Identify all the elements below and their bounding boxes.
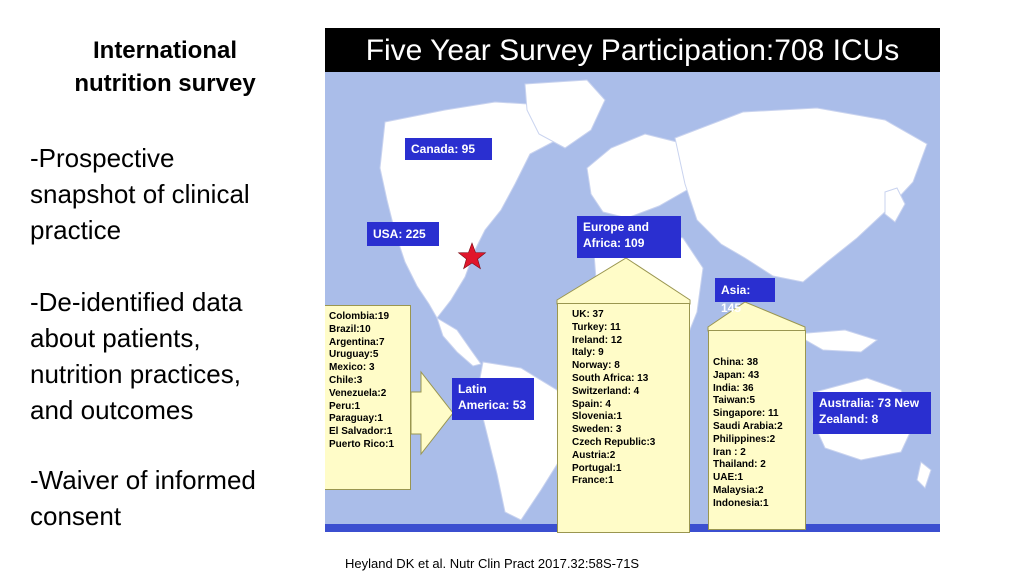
list-item: Argentina:7 [329, 336, 385, 348]
latin-label-line1: Latin [458, 382, 487, 396]
map-header-title: Five Year Survey Participation:708 ICUs [325, 28, 940, 72]
list-item: Venezuela:2 [329, 387, 387, 399]
australia-label-line1: Australia: 73 New [819, 396, 920, 410]
list-item: Norway: 8 [572, 360, 620, 372]
list-item: Sweden: 3 [572, 424, 622, 436]
australia-label: Australia: 73 New Zealand: 8 [813, 392, 931, 434]
star-marker-icon [457, 242, 487, 270]
bullet-deidentified: -De-identified data about patients, nutr… [30, 284, 310, 428]
bullet-line: and outcomes [30, 395, 194, 425]
list-item: Italy: 9 [572, 347, 604, 359]
list-item: Indonesia:1 [713, 497, 769, 509]
usa-label: USA: 225 [367, 222, 439, 246]
latin-america-arrow [410, 370, 454, 456]
central-america-landmass [436, 316, 482, 367]
list-item: China: 38 [713, 357, 759, 368]
list-item: Colombia:19 [329, 311, 390, 322]
europe-label-line2: Africa: 109 [583, 236, 645, 250]
bullet-line: consent [30, 501, 122, 531]
asia-callout: China: 38 Japan: 43 India: 36 Taiwan:5 S… [708, 330, 806, 530]
indonesia-landmass [793, 329, 879, 353]
list-item: UK: 37 [572, 309, 604, 320]
europe-africa-label: Europe and Africa: 109 [577, 216, 681, 258]
list-item: Malaysia:2 [713, 484, 764, 496]
usa-label-text: USA: 225 [373, 227, 426, 241]
bullet-prospective: -Prospective snapshot of clinical practi… [30, 140, 310, 248]
bullet-line: -De-identified data [30, 287, 243, 317]
list-item: Portugal:1 [572, 462, 622, 474]
list-item: Japan: 43 [713, 369, 760, 381]
asia-label: Asia: 145 [715, 278, 775, 315]
slide-title-line2: nutrition survey [74, 70, 256, 97]
list-item: India: 36 [713, 382, 754, 394]
australia-label-line2: Zealand: 8 [819, 412, 879, 426]
bullet-waiver: -Waiver of informed consent [30, 462, 310, 534]
list-item: Peru:1 [329, 400, 361, 412]
list-item: Philippines:2 [713, 433, 776, 445]
list-item: Spain: 4 [572, 398, 611, 410]
world-map [325, 72, 940, 532]
list-item: Paraguay:1 [329, 413, 383, 425]
bullet-line: -Prospective [30, 143, 175, 173]
list-item: Uruguay:5 [329, 349, 379, 361]
latin-america-callout: Colombia:19 Brazil:10 Argentina:7 Urugua… [325, 305, 411, 490]
canada-label-text: Canada: 95 [411, 142, 476, 156]
list-item: El Salvador:1 [329, 426, 393, 438]
list-item: Turkey: 11 [572, 321, 621, 333]
latin-label-line2: America: 53 [458, 398, 527, 412]
list-item: Iran : 2 [713, 446, 746, 458]
list-item: Austria:2 [572, 449, 616, 461]
list-item: Switzerland: 4 [572, 385, 640, 397]
asia-landmass [674, 107, 928, 283]
bullet-line: practice [30, 215, 122, 245]
list-item: Saudi Arabia:2 [713, 420, 783, 432]
list-item: Slovenia:1 [572, 411, 623, 423]
latin-america-label: Latin America: 53 [452, 378, 534, 420]
list-item: South Africa: 13 [572, 372, 649, 384]
asia-label-text: Asia: 145 [721, 283, 751, 315]
japan-landmass [884, 187, 906, 223]
bullet-line: about patients, [30, 323, 201, 353]
greenland-landmass [524, 79, 606, 149]
slide-title-line1: International [92, 37, 237, 64]
list-item: Mexico: 3 [329, 362, 375, 374]
list-item: France:1 [572, 475, 614, 487]
list-item: Puerto Rico:1 [329, 438, 395, 450]
bullet-line: -Waiver of informed [30, 465, 256, 495]
list-item: UAE:1 [713, 472, 744, 484]
canada-label: Canada: 95 [405, 138, 492, 160]
europe-label-line1: Europe and [583, 220, 650, 234]
list-item: Ireland: 12 [572, 334, 623, 346]
list-item: Chile:3 [329, 374, 363, 386]
new-zealand-landmass [916, 461, 932, 489]
bullet-line: nutrition practices, [30, 359, 241, 389]
list-item: Taiwan:5 [713, 395, 756, 407]
slide-title: International nutrition survey [30, 34, 300, 100]
europe-africa-callout: UK: 37 Turkey: 11 Ireland: 12 Italy: 9 N… [557, 303, 690, 533]
bullet-line: snapshot of clinical [30, 179, 250, 209]
list-item: Thailand: 2 [713, 459, 766, 471]
list-item: Brazil:10 [329, 323, 371, 335]
list-item: Czech Republic:3 [572, 436, 656, 448]
list-item: Singapore: 11 [713, 408, 779, 420]
citation: Heyland DK et al. Nutr Clin Pract 2017.3… [345, 556, 640, 571]
